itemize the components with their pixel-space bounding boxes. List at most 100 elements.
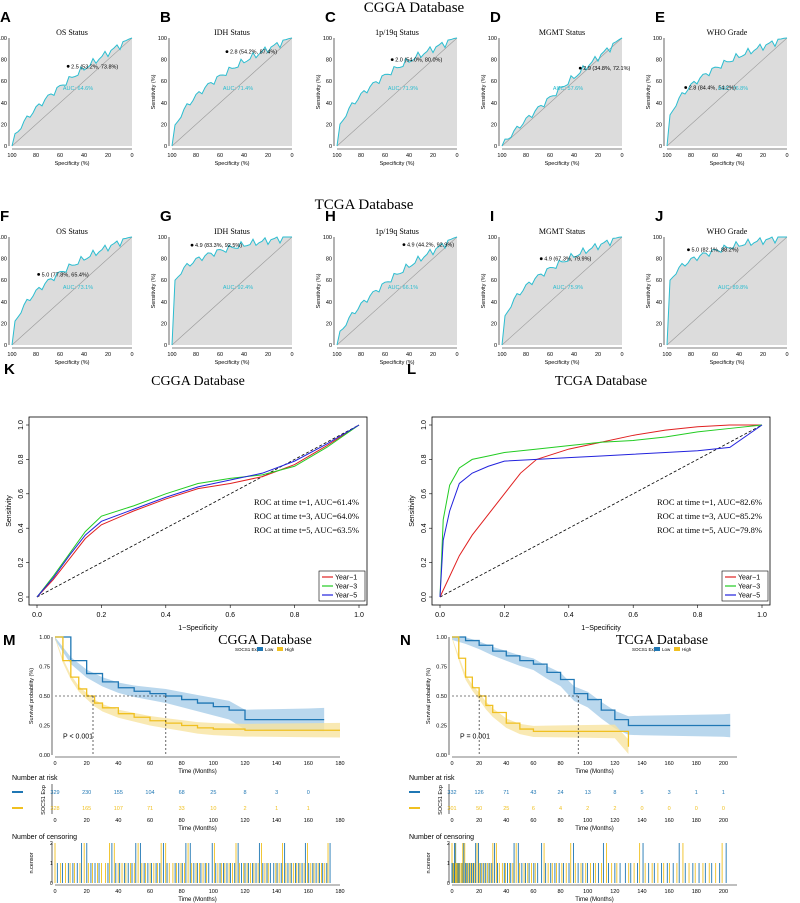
x-tick-label: 0 bbox=[455, 153, 458, 159]
censor-x-tick: 140 bbox=[637, 889, 646, 895]
roc-panel-title: OS Status bbox=[56, 227, 88, 236]
y-tick-label: 40 bbox=[1, 101, 7, 107]
risk-count-high: 328 bbox=[50, 806, 59, 812]
roc-panel-title: IDH Status bbox=[214, 227, 250, 236]
x-tick-label: 100 bbox=[7, 153, 16, 159]
cutoff-annotation: 5.0 (77.8%, 65.4%) bbox=[42, 272, 89, 278]
y-tick-label: 0 bbox=[164, 343, 167, 349]
risk-count-high: 4 bbox=[559, 806, 562, 812]
panel-letter: K bbox=[4, 361, 15, 378]
x-tick-label: 20 bbox=[105, 352, 111, 358]
cutoff-point bbox=[66, 64, 70, 68]
x-tick-label: 100 bbox=[662, 153, 671, 159]
legend-label-high: High bbox=[682, 647, 692, 652]
cutoff-annotation: 2.9 (34.8%, 72.1%) bbox=[583, 66, 630, 72]
cutoff-point bbox=[684, 86, 688, 89]
diagonal-line bbox=[11, 37, 133, 147]
y-tick-label: 0.75 bbox=[436, 665, 447, 671]
x-axis-label: Specificity (%) bbox=[380, 161, 415, 167]
km-title: TCGA Database bbox=[616, 633, 708, 648]
legend-label-high: High bbox=[285, 647, 295, 652]
y-tick-label: 20 bbox=[1, 122, 7, 128]
y-tick-label: 100 bbox=[0, 235, 7, 241]
legend-swatch-low bbox=[654, 647, 660, 651]
y-tick-label: 20 bbox=[326, 321, 332, 327]
km-curve-high bbox=[55, 636, 340, 731]
x-tick-label: 60 bbox=[530, 761, 536, 767]
cutoff-annotation: 2.8 (54.2%, 87.4%) bbox=[230, 50, 277, 56]
risk-count-low: 155 bbox=[114, 790, 123, 796]
y-tick-label: 0.6 bbox=[421, 489, 428, 499]
cutoff-annotation: 2.0 (54.0%, 80.0%) bbox=[395, 58, 442, 64]
cutoff-annotation: 5.0 (82.1%, 88.2%) bbox=[691, 248, 738, 254]
ci-band-high bbox=[452, 637, 629, 754]
cutoff-annotation: 4.9 (83.3%, 92.5%) bbox=[195, 243, 242, 249]
risk-count-high: 2 bbox=[586, 806, 589, 812]
y-tick-label: 100 bbox=[653, 36, 662, 42]
x-axis-label: Specificity (%) bbox=[710, 161, 745, 167]
x-tick-label: 140 bbox=[637, 761, 646, 767]
x-tick-label: 0 bbox=[620, 352, 623, 358]
x-tick-label: 80 bbox=[523, 352, 529, 358]
roc-panel-title: WHO Grade bbox=[707, 28, 748, 37]
risk-count-high: 0 bbox=[695, 806, 698, 812]
auc-label: AUC: 64.6% bbox=[63, 86, 93, 92]
censor-x-label: Time (Months) bbox=[178, 897, 216, 903]
y-tick-label: 0 bbox=[494, 343, 497, 349]
x-tick-label: 20 bbox=[595, 153, 601, 159]
x-tick-label: 120 bbox=[610, 761, 619, 767]
y-tick-label: 0 bbox=[659, 343, 662, 349]
cutoff-point bbox=[578, 66, 582, 70]
y-tick-label: 20 bbox=[161, 321, 167, 327]
x-tick-label: 20 bbox=[476, 761, 482, 767]
risk-x-tick: 0 bbox=[450, 818, 453, 824]
auc-label: AUC: 76.8% bbox=[718, 86, 748, 92]
x-tick-label: 60 bbox=[547, 153, 553, 159]
km-title: CGGA Database bbox=[218, 633, 312, 648]
cutoff-point bbox=[402, 243, 406, 247]
x-tick-label: 100 bbox=[662, 352, 671, 358]
y-tick-label: 20 bbox=[161, 122, 167, 128]
x-tick-label: 20 bbox=[430, 352, 436, 358]
censor-x-tick: 180 bbox=[692, 889, 701, 895]
cutoff-point bbox=[539, 257, 543, 261]
risk-count-high: 301 bbox=[447, 806, 456, 812]
p-value: P < 0.001 bbox=[63, 733, 93, 740]
y-tick-label: 0.25 bbox=[39, 724, 50, 730]
risk-count-low: 24 bbox=[558, 790, 564, 796]
risk-count-high: 10 bbox=[210, 806, 216, 812]
risk-count-high: 71 bbox=[147, 806, 153, 812]
roc-panel-D: D MGMT Status 100 100 80 80 60 60 40 40 20 20 0 0 Spec… bbox=[481, 9, 630, 167]
risk-x-tick: 180 bbox=[335, 818, 344, 824]
y-tick-label: 1.00 bbox=[39, 635, 50, 641]
x-tick-label: 40 bbox=[571, 352, 577, 358]
x-tick-label: 180 bbox=[692, 761, 701, 767]
x-axis-label: Specificity (%) bbox=[545, 161, 580, 167]
y-tick-label: 80 bbox=[161, 58, 167, 64]
x-tick-label: 40 bbox=[736, 153, 742, 159]
x-tick-label: 100 bbox=[583, 761, 592, 767]
y-tick-label: 60 bbox=[161, 278, 167, 284]
y-tick-label: 20 bbox=[491, 122, 497, 128]
x-axis-label: Specificity (%) bbox=[215, 161, 250, 167]
x-axis-label: Specificity (%) bbox=[55, 360, 90, 366]
x-tick-label: 0.2 bbox=[500, 612, 510, 619]
y-tick-label: 60 bbox=[656, 79, 662, 85]
y-tick-label: 20 bbox=[656, 321, 662, 327]
x-tick-label: 80 bbox=[33, 153, 39, 159]
x-tick-label: 0.8 bbox=[290, 612, 300, 619]
risk-count-low: 8 bbox=[243, 790, 246, 796]
risk-x-tick: 20 bbox=[84, 818, 90, 824]
risk-x-tick: 100 bbox=[209, 818, 218, 824]
x-axis-label: 1−Specificity bbox=[581, 625, 621, 632]
roc-series-line bbox=[36, 424, 360, 598]
x-tick-label: 20 bbox=[265, 352, 271, 358]
y-axis-label: Survival probability (%) bbox=[426, 668, 432, 724]
roc-panel-title: OS Status bbox=[56, 28, 88, 37]
x-tick-label: 80 bbox=[193, 153, 199, 159]
x-tick-label: 0 bbox=[53, 761, 56, 767]
y-tick-label: 80 bbox=[1, 257, 7, 263]
auc-label: AUC: 73.1% bbox=[63, 285, 93, 291]
legend-label: Year−3 bbox=[738, 584, 760, 591]
censor-title: Number of censoring bbox=[12, 834, 77, 841]
